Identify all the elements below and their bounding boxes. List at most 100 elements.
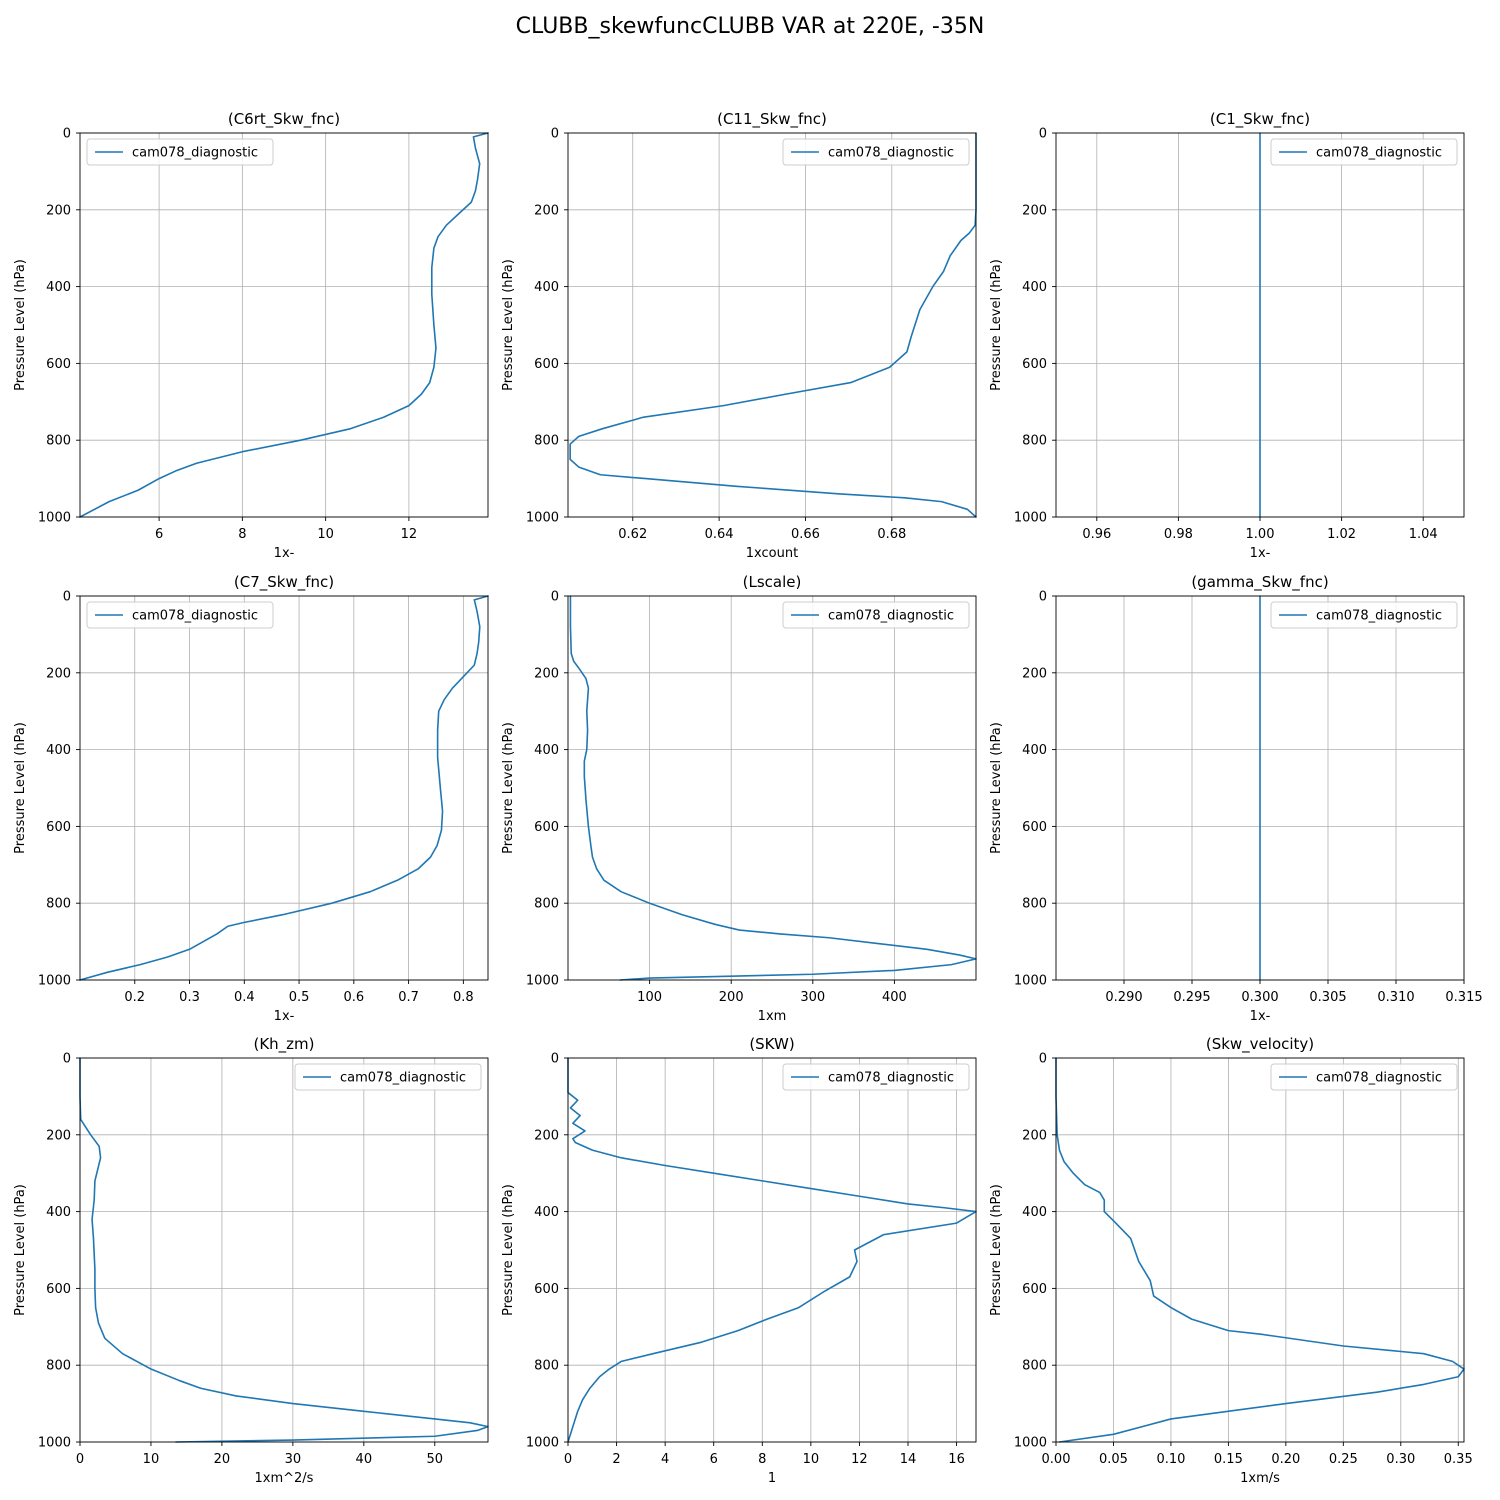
- legend-label: cam078_diagnostic: [340, 1071, 466, 1086]
- series-line: [79, 132, 489, 518]
- legend-box: [1270, 601, 1458, 629]
- subplot-9: 0.00 0.05 0.10 0.15 0.20 0.25 0.30 0.35 0 200 400 6…: [989, 1035, 1473, 1486]
- legend-box: [1270, 138, 1458, 166]
- x-tick-label: 1.00: [1246, 527, 1275, 542]
- legend-label: cam078_diagnostic: [1316, 1071, 1442, 1086]
- subplot-7: 0 10 20 30 40 50 0 200 400 600 800 1000 (Kh_zm) 1xm^2…: [13, 1035, 489, 1486]
- x-tick-label: 0.2: [124, 990, 145, 1005]
- x-tick-label: 0.4: [234, 990, 255, 1005]
- x-tick-label: 0.66: [791, 527, 820, 542]
- y-axis-label: Pressure Level (hPa): [13, 259, 28, 391]
- subplot-title: (C1_Skw_fnc): [1210, 110, 1310, 129]
- x-tick-label: 0.310: [1377, 990, 1414, 1005]
- y-tick-label: 400: [46, 1205, 71, 1220]
- legend-label: cam078_diagnostic: [828, 609, 954, 624]
- x-tick-label: 0.68: [877, 527, 906, 542]
- subplot-title: (gamma_Skw_fnc): [1191, 573, 1328, 592]
- legend: cam078_diagnostic: [86, 601, 274, 629]
- x-tick-label: 8: [758, 1452, 766, 1467]
- axes-frame: [567, 1057, 977, 1443]
- y-tick-label: 200: [1022, 203, 1047, 218]
- legend-label: cam078_diagnostic: [132, 609, 258, 624]
- legend-label: cam078_diagnostic: [132, 146, 258, 161]
- legend: cam078_diagnostic: [782, 1063, 970, 1091]
- y-tick-label: 1000: [1014, 974, 1047, 989]
- legend-label: cam078_diagnostic: [828, 146, 954, 161]
- subplot-title: (Kh_zm): [253, 1035, 314, 1054]
- legend-box: [86, 601, 274, 629]
- y-tick-label: 400: [534, 743, 559, 758]
- series-line: [569, 595, 977, 981]
- y-tick-label: 800: [46, 897, 71, 912]
- axes-frame: [567, 595, 977, 981]
- x-tick-label: 10: [143, 1452, 160, 1467]
- x-tick-label: 14: [900, 1452, 917, 1467]
- legend-box: [782, 1063, 970, 1091]
- x-tick-label: 8: [238, 527, 246, 542]
- subplot-8: 0 2 4 6 8 10 12 14 16 0 200 400 600 800 1000 (SKW) 1 Pres…: [501, 1035, 977, 1486]
- legend: cam078_diagnostic: [86, 138, 274, 166]
- x-tick-label: 30: [285, 1452, 302, 1467]
- axes-frame: [1055, 1057, 1465, 1443]
- x-axis-label: 1x-: [1250, 546, 1271, 561]
- y-tick-label: 0: [1039, 127, 1047, 142]
- subplot-title: (SKW): [749, 1035, 794, 1053]
- y-tick-label: 400: [534, 1205, 559, 1220]
- subplot-6: 0.290 0.295 0.300 0.305 0.310 0.315 0 200 400 600…: [989, 573, 1483, 1024]
- x-tick-label: 100: [637, 990, 662, 1005]
- x-tick-label: 1.02: [1327, 527, 1356, 542]
- x-tick-label: 0.300: [1241, 990, 1278, 1005]
- subplot-title: (C7_Skw_fnc): [234, 573, 334, 592]
- axes-frame: [79, 595, 489, 981]
- x-tick-label: 200: [719, 990, 744, 1005]
- y-tick-label: 800: [46, 1359, 71, 1374]
- y-tick-label: 1000: [1014, 511, 1047, 526]
- axes-frame: [567, 132, 977, 518]
- y-tick-label: 400: [46, 280, 71, 295]
- x-tick-label: 0.7: [398, 990, 419, 1005]
- x-tick-label: 0.305: [1309, 990, 1346, 1005]
- subplot-4: 0.2 0.3 0.4 0.5 0.6 0.7 0.8 0 200 400 600 800 1000 (C…: [13, 573, 489, 1024]
- x-axis-label: 1xm/s: [1240, 1471, 1280, 1486]
- y-tick-label: 200: [46, 203, 71, 218]
- x-tick-label: 4: [661, 1452, 669, 1467]
- x-tick-label: 0.6: [343, 990, 364, 1005]
- y-tick-label: 200: [46, 666, 71, 681]
- legend: cam078_diagnostic: [782, 601, 970, 629]
- x-tick-label: 12: [401, 527, 418, 542]
- legend: cam078_diagnostic: [1270, 601, 1458, 629]
- y-tick-label: 200: [46, 1128, 71, 1143]
- y-axis-label: Pressure Level (hPa): [501, 259, 516, 391]
- subplot-3: 0.96 0.98 1.00 1.02 1.04 0 200 400 600 800 1000 (C1…: [989, 110, 1465, 561]
- x-axis-label: 1xcount: [746, 546, 798, 561]
- series-line: [569, 132, 977, 518]
- y-tick-label: 600: [1022, 357, 1047, 372]
- subplot-title: (Lscale): [743, 573, 802, 591]
- x-tick-label: 0.35: [1444, 1452, 1473, 1467]
- x-tick-label: 0: [564, 1452, 572, 1467]
- x-axis-label: 1x-: [274, 1009, 295, 1024]
- x-tick-label: 0.96: [1082, 527, 1111, 542]
- x-tick-label: 0.64: [705, 527, 734, 542]
- legend-box: [294, 1063, 482, 1091]
- y-tick-label: 0: [63, 127, 71, 142]
- legend: cam078_diagnostic: [294, 1063, 482, 1091]
- x-tick-label: 10: [317, 527, 334, 542]
- x-tick-label: 1.04: [1409, 527, 1438, 542]
- y-tick-label: 800: [1022, 897, 1047, 912]
- legend: cam078_diagnostic: [1270, 138, 1458, 166]
- x-tick-label: 0.315: [1445, 990, 1482, 1005]
- figure-title: CLUBB_skewfuncCLUBB VAR at 220E, -35N: [515, 14, 985, 39]
- y-tick-label: 400: [46, 743, 71, 758]
- x-tick-label: 0.8: [453, 990, 474, 1005]
- x-tick-label: 0.3: [179, 990, 200, 1005]
- y-axis-label: Pressure Level (hPa): [501, 1184, 516, 1316]
- legend-box: [1270, 1063, 1458, 1091]
- x-tick-label: 0.10: [1156, 1452, 1185, 1467]
- y-tick-label: 200: [534, 666, 559, 681]
- y-tick-label: 600: [534, 1282, 559, 1297]
- x-tick-label: 50: [427, 1452, 444, 1467]
- y-axis-label: Pressure Level (hPa): [13, 722, 28, 854]
- y-tick-label: 0: [551, 127, 559, 142]
